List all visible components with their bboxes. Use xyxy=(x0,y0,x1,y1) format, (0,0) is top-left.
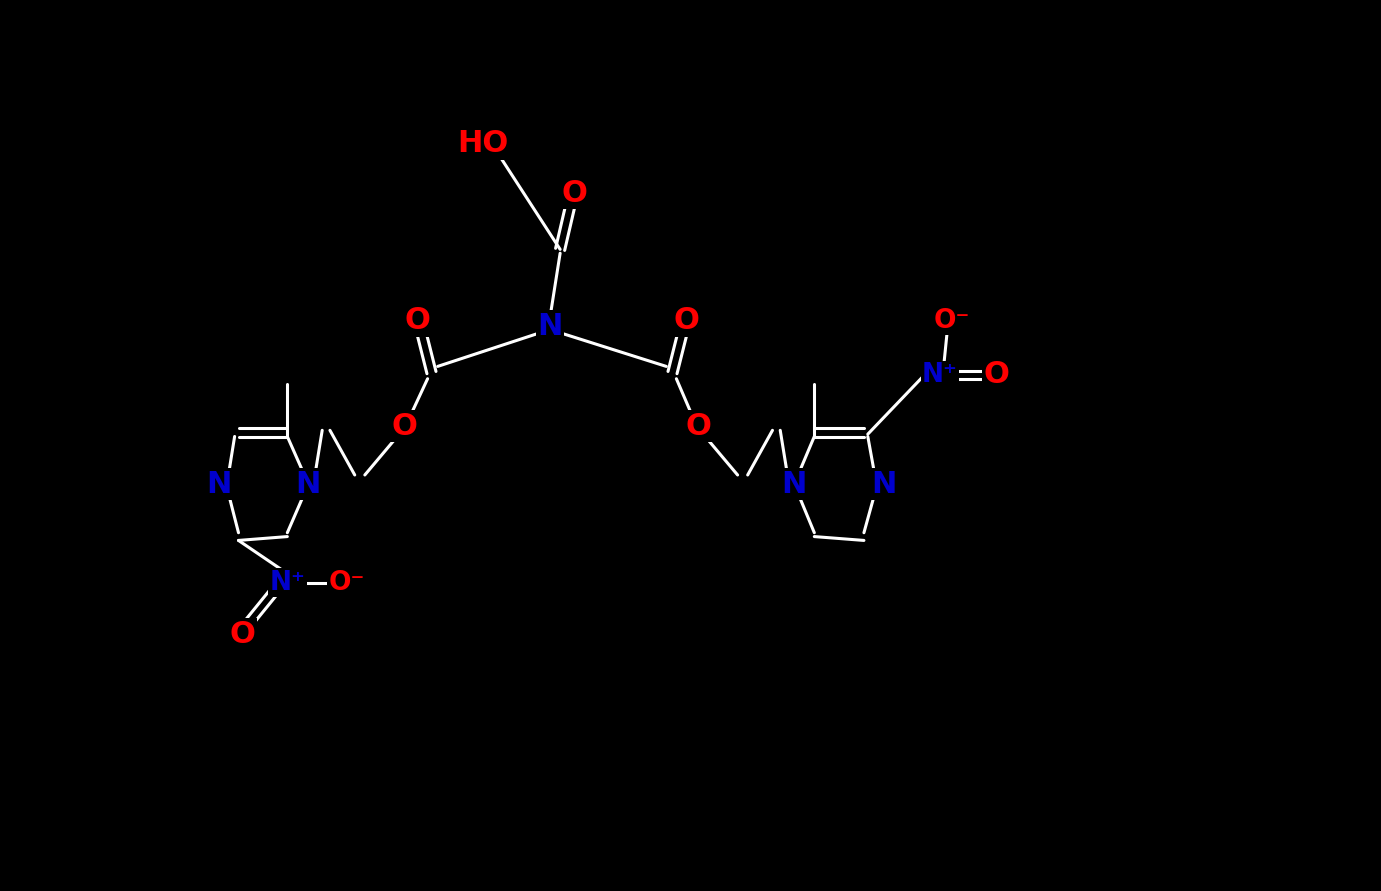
Text: N: N xyxy=(871,470,896,499)
Text: O: O xyxy=(391,412,417,441)
Text: O⁻: O⁻ xyxy=(934,308,969,334)
Text: HO: HO xyxy=(457,129,508,159)
Text: O⁻: O⁻ xyxy=(329,569,365,596)
Text: O: O xyxy=(229,620,255,649)
Text: O: O xyxy=(983,360,1010,389)
Text: O: O xyxy=(405,307,431,336)
Text: N: N xyxy=(206,470,232,499)
Text: N: N xyxy=(537,312,562,341)
Text: N⁺: N⁺ xyxy=(923,362,958,388)
Text: O: O xyxy=(561,179,587,208)
Text: O: O xyxy=(674,307,699,336)
Text: N: N xyxy=(782,470,807,499)
Text: O: O xyxy=(685,412,711,441)
Text: N⁺: N⁺ xyxy=(269,569,305,596)
Text: N: N xyxy=(296,470,320,499)
